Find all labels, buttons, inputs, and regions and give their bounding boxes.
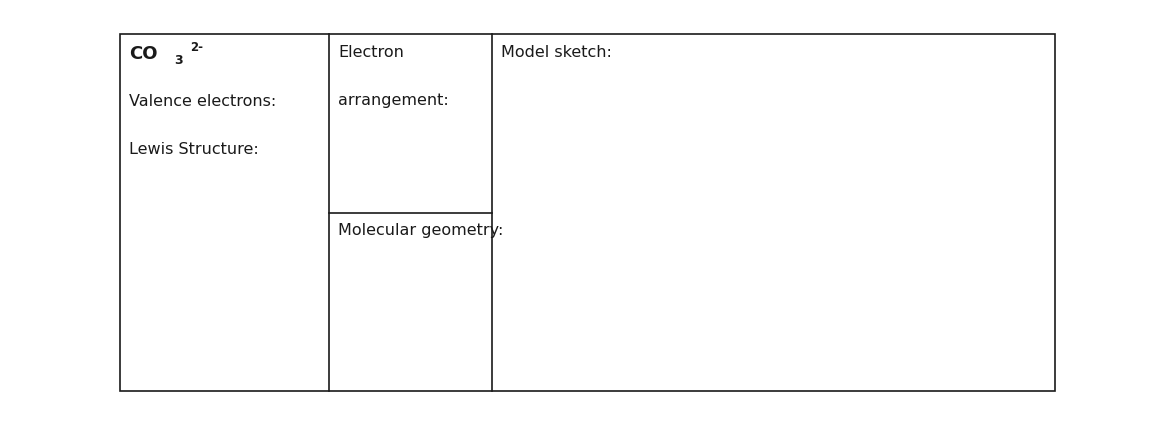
Text: Lewis Structure:: Lewis Structure:: [129, 142, 259, 157]
Text: 2-: 2-: [190, 41, 203, 54]
Text: 3: 3: [174, 54, 182, 67]
Text: CO: CO: [129, 45, 157, 62]
Text: Valence electrons:: Valence electrons:: [129, 94, 276, 108]
Text: Model sketch:: Model sketch:: [501, 45, 612, 60]
Text: Electron: Electron: [338, 45, 403, 60]
Text: arrangement:: arrangement:: [338, 94, 449, 108]
Bar: [120, 34, 1055, 391]
Text: Molecular geometry:: Molecular geometry:: [338, 223, 504, 238]
